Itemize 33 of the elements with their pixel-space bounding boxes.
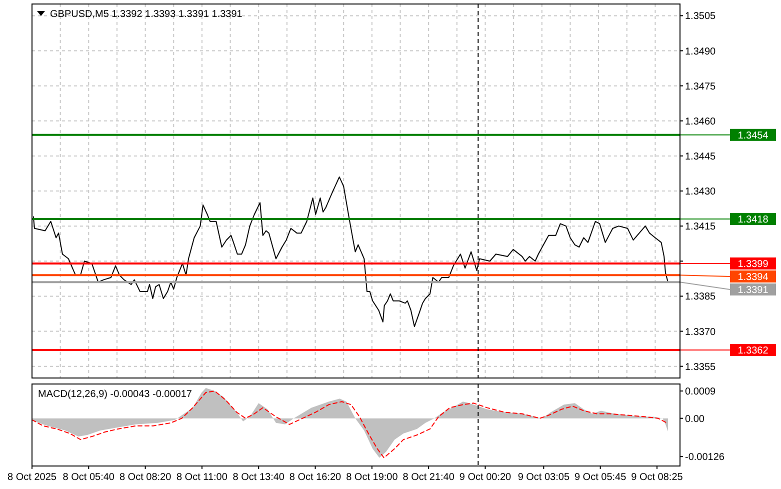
x-tick-label: 8 Oct 16:20 [289, 472, 342, 483]
ref-line-label: 1.3454 [738, 130, 769, 142]
y-tick-label: 1.3385 [685, 292, 716, 303]
y-tick-label: -0.00126 [685, 452, 725, 464]
x-tick-label: 8 Oct 13:40 [232, 472, 285, 483]
y-tick-label: 1.3490 [685, 46, 716, 58]
y-tick-label: 1.3355 [685, 362, 716, 373]
y-tick-label: 1.3430 [685, 186, 716, 198]
text: GBPUSD,M5 1.3392 1.3393 1.3391 1.3391 [50, 9, 243, 20]
text: MACD(12,26,9) -0.00043 -0.00017 [38, 389, 192, 400]
ref-line-label: 1.3394 [738, 272, 769, 283]
y-tick-label: 1.3445 [685, 151, 716, 162]
y-tick-label: 1.3370 [685, 326, 716, 338]
ref-line-label: 1.3418 [738, 214, 769, 226]
x-tick-label: 8 Oct 08:20 [119, 472, 172, 483]
ref-line-label: 1.3391 [738, 284, 769, 296]
x-tick-label: 8 Oct 05:40 [62, 472, 115, 483]
x-tick-label: 9 Oct 05:45 [574, 472, 627, 483]
x-tick-label: 8 Oct 21:40 [402, 472, 455, 483]
y-tick-label: 1.3505 [685, 11, 716, 22]
y-tick-label: 0.0009 [685, 386, 716, 398]
y-tick-label: 1.3475 [685, 81, 716, 92]
x-tick-label: 9 Oct 00:20 [459, 472, 512, 483]
x-tick-label: 9 Oct 08:25 [631, 472, 684, 483]
y-tick-label: 1.3460 [685, 116, 716, 128]
ref-line-label: 1.3362 [738, 345, 769, 356]
y-tick-label: 1.3415 [685, 222, 716, 233]
x-tick-label: 8 Oct 2025 [8, 472, 57, 483]
ref-line-label: 1.3399 [738, 258, 769, 270]
x-tick-label: 8 Oct 11:00 [176, 472, 228, 483]
x-tick-label: 8 Oct 19:00 [346, 472, 398, 483]
y-tick-label: 0.00 [685, 414, 705, 425]
x-tick-label: 9 Oct 03:05 [518, 472, 570, 483]
